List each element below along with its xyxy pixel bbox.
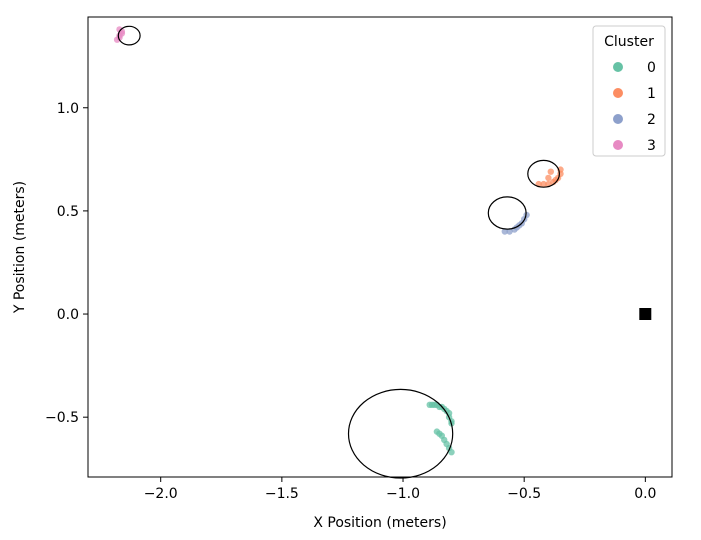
legend-label-1: 1 <box>647 86 656 102</box>
point-cluster-0 <box>448 449 455 456</box>
x-tick-label: −0.5 <box>507 486 541 502</box>
y-tick-label: −0.5 <box>45 410 79 426</box>
x-tick-label: −1.5 <box>265 486 299 502</box>
x-tick-label: −1.0 <box>386 486 420 502</box>
x-tick-label: 0.0 <box>634 486 656 502</box>
origin-square-marker <box>639 308 652 320</box>
legend-label-3: 3 <box>647 138 656 154</box>
legend: Cluster 0 1 2 3 <box>592 25 666 157</box>
y-axis: −0.5 0.0 0.5 1.0 <box>45 101 88 426</box>
legend-label-0: 0 <box>647 60 656 76</box>
legend-box <box>592 25 666 157</box>
y-tick-label: 0.0 <box>57 307 79 323</box>
cluster-circle-0 <box>117 25 141 46</box>
series-0 <box>426 401 455 456</box>
y-tick-label: 0.5 <box>57 204 79 220</box>
y-axis-title: Y Position (meters) <box>12 181 28 314</box>
legend-marker-2 <box>613 114 623 124</box>
point-cluster-2 <box>523 211 530 219</box>
point-cluster-2 <box>506 228 513 235</box>
legend-label-2: 2 <box>647 112 656 128</box>
point-cluster-1 <box>540 180 547 188</box>
x-axis-title: X Position (meters) <box>313 515 446 531</box>
x-axis: −2.0 −1.5 −1.0 −0.5 0.0 <box>144 477 656 502</box>
point-cluster-3 <box>116 26 123 33</box>
cluster-circle-1 <box>527 159 560 188</box>
point-cluster-1 <box>545 174 552 182</box>
legend-marker-1 <box>613 88 623 98</box>
axes-frame <box>87 16 673 478</box>
cluster-circle-2 <box>487 196 527 230</box>
x-tick-label: −2.0 <box>144 486 178 502</box>
y-tick-label: 1.0 <box>57 101 79 117</box>
legend-title: Cluster <box>604 34 654 50</box>
point-cluster-1 <box>547 168 554 175</box>
cluster-circle-3 <box>347 388 454 479</box>
plot-area <box>113 25 652 479</box>
legend-marker-3 <box>613 140 623 150</box>
point-cluster-2 <box>501 228 508 235</box>
legend-marker-0 <box>613 62 623 72</box>
